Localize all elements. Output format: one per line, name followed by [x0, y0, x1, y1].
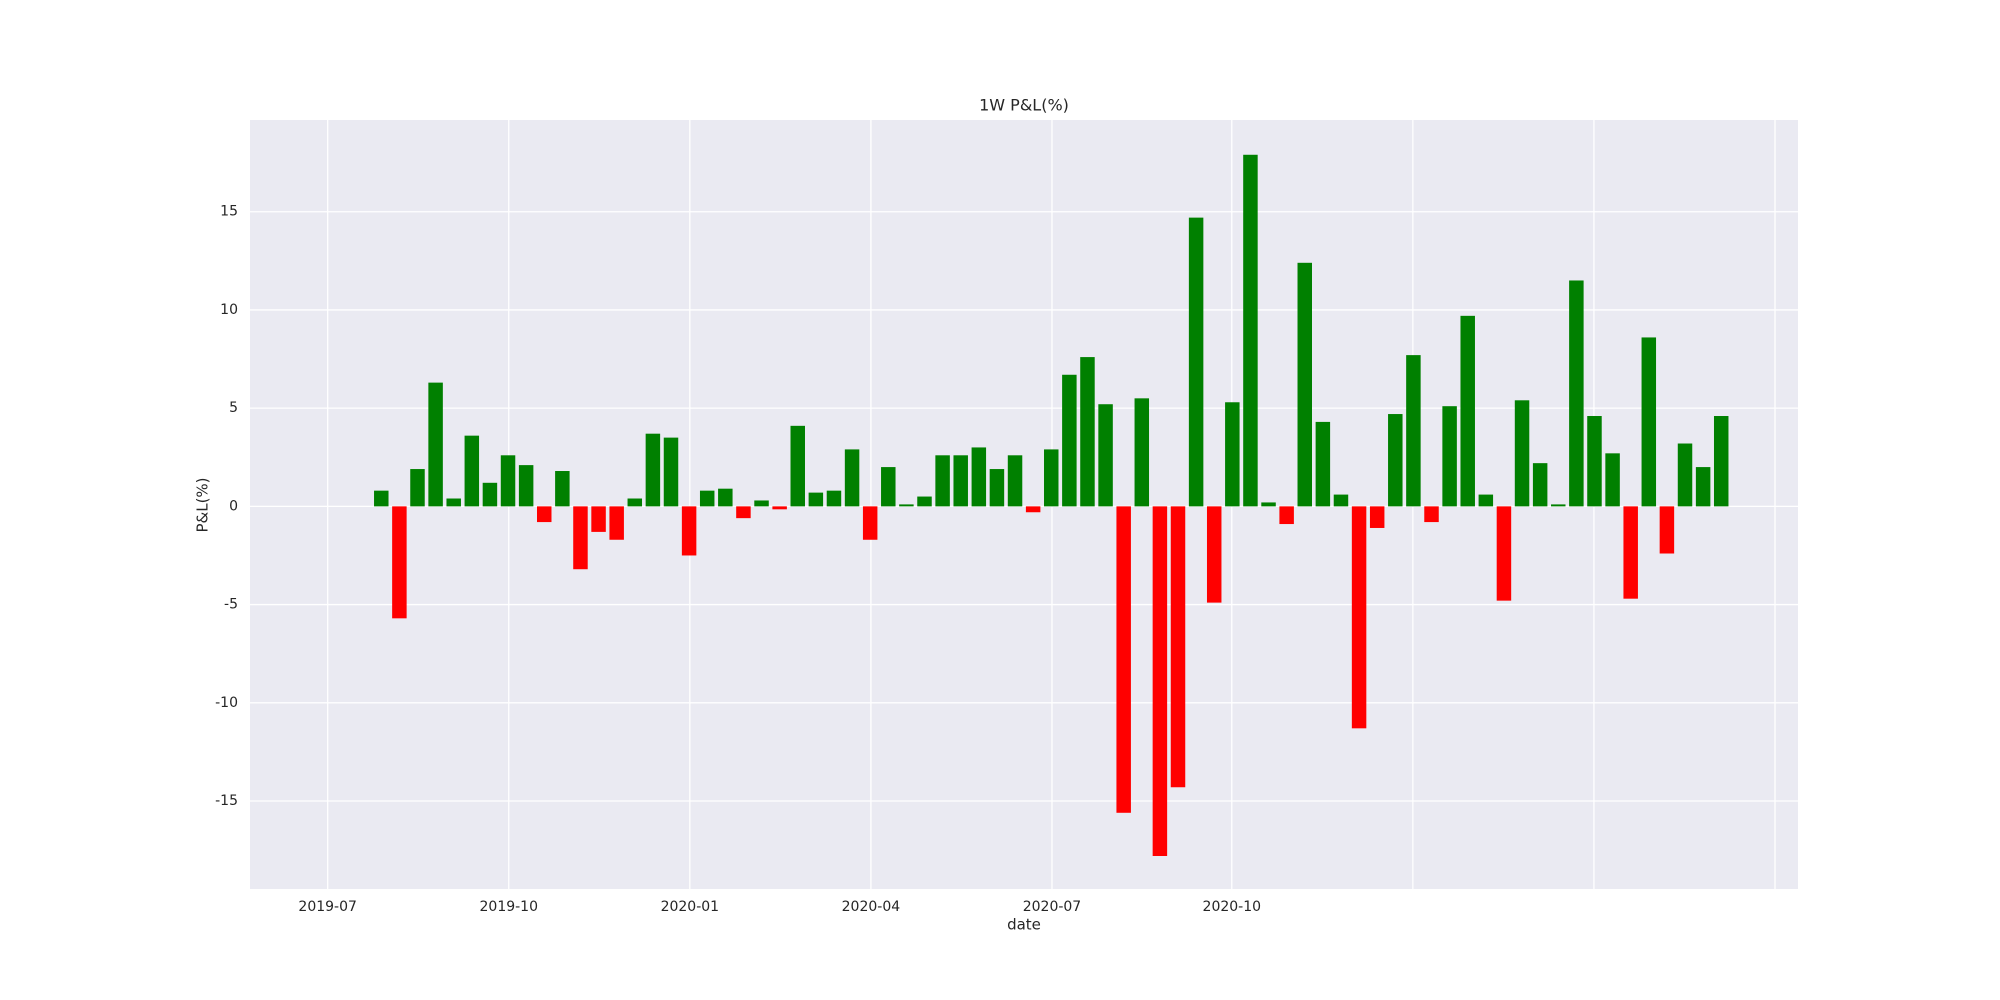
bar — [772, 506, 787, 510]
bar — [1406, 355, 1421, 507]
bar — [1623, 506, 1638, 599]
bar — [1206, 506, 1222, 603]
bar — [627, 498, 643, 507]
bar — [1532, 463, 1548, 507]
bar — [917, 496, 932, 507]
bar — [899, 504, 914, 507]
y-tick-label: -15 — [215, 793, 238, 809]
bar — [1025, 506, 1041, 513]
bar — [1279, 506, 1294, 525]
chart-title: 1W P&L(%) — [979, 96, 1069, 115]
bar — [1134, 398, 1150, 507]
bar — [1713, 416, 1729, 507]
y-tick-label: 0 — [229, 498, 238, 514]
bar — [1225, 402, 1240, 507]
y-tick-label: 10 — [220, 302, 238, 318]
bar — [428, 382, 443, 507]
bar — [1551, 504, 1566, 507]
bar — [1315, 421, 1331, 507]
y-tick-label: -5 — [224, 597, 238, 613]
bar — [1351, 506, 1367, 729]
bar — [971, 447, 987, 507]
bar — [1695, 467, 1711, 507]
bar — [1442, 406, 1457, 507]
bar — [392, 506, 407, 619]
bar — [1170, 506, 1186, 788]
bar — [881, 467, 896, 507]
bar — [1333, 494, 1349, 507]
bar — [555, 471, 570, 507]
bar — [500, 455, 516, 507]
bar — [1605, 453, 1620, 507]
bar — [844, 449, 860, 507]
y-tick-label: 15 — [220, 204, 238, 220]
plot-area — [250, 120, 1798, 889]
bar — [1243, 154, 1258, 507]
bar — [718, 488, 733, 507]
x-tick-label: 2020-04 — [842, 899, 901, 915]
bar — [645, 433, 661, 507]
bar — [1098, 404, 1113, 507]
bar — [1388, 414, 1403, 507]
x-tick-label: 2019-07 — [298, 899, 357, 915]
bar — [1659, 506, 1675, 554]
bar — [790, 425, 805, 507]
bar — [935, 455, 950, 507]
x-axis-label: date — [1007, 916, 1041, 934]
bar — [1587, 416, 1602, 507]
bar — [1080, 357, 1095, 507]
bar — [609, 506, 624, 540]
bar — [1062, 374, 1077, 507]
bar — [1424, 506, 1439, 523]
bar — [374, 490, 389, 507]
bar — [663, 437, 679, 507]
bar — [518, 465, 534, 507]
bar — [537, 506, 552, 523]
y-tick-label: -10 — [215, 695, 238, 711]
bar — [573, 506, 588, 570]
bar — [1496, 506, 1512, 601]
bar — [754, 500, 769, 507]
bar — [1478, 494, 1494, 507]
bar — [1569, 280, 1584, 507]
bar — [1044, 449, 1059, 507]
bar — [1297, 262, 1312, 507]
bar — [464, 435, 480, 507]
x-tick-label: 2020-07 — [1023, 899, 1082, 915]
bar — [953, 455, 968, 507]
x-tick-label: 2019-10 — [480, 899, 539, 915]
y-tick-label: 5 — [229, 400, 238, 416]
bar — [681, 506, 697, 556]
bar — [1460, 315, 1475, 507]
x-tick-label: 2020-01 — [661, 899, 720, 915]
bar — [1007, 455, 1023, 507]
bar — [410, 469, 425, 507]
bar — [591, 506, 606, 532]
bar — [1369, 506, 1385, 528]
bar — [482, 482, 498, 507]
bar — [989, 469, 1005, 507]
x-tick-label: 2020-10 — [1203, 899, 1262, 915]
bar — [1677, 443, 1693, 507]
bar — [808, 492, 824, 507]
bar — [1514, 400, 1530, 507]
bar — [699, 490, 715, 507]
bar — [1116, 506, 1131, 813]
y-axis-label: P&L(%) — [194, 477, 212, 532]
bar — [1188, 217, 1204, 507]
bar — [1641, 337, 1657, 507]
bar — [1261, 502, 1276, 507]
bar — [862, 506, 878, 540]
bar — [1152, 506, 1168, 857]
bar — [446, 498, 461, 507]
bar — [826, 490, 842, 507]
bar — [736, 506, 751, 519]
